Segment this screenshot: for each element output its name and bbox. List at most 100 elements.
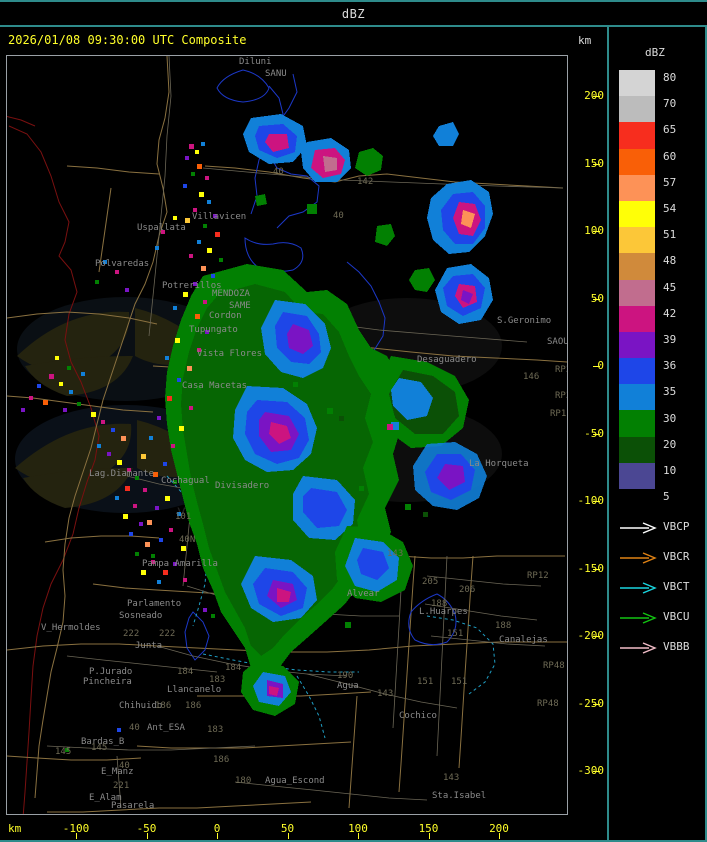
colorbar-band-30[interactable] xyxy=(619,410,655,437)
place-name-label: S.Geronimo xyxy=(497,316,551,326)
y-axis-tick-label: 200 xyxy=(584,89,604,102)
international-border xyxy=(7,115,100,814)
place-name-label: Cochico xyxy=(399,711,437,721)
x-axis-tick-label: 50 xyxy=(280,822,295,835)
x-axis-units-label: km xyxy=(8,822,22,835)
place-name-label: Desaguadero xyxy=(417,355,477,365)
y-axis-tick-mark xyxy=(593,636,600,637)
place-name-label: SANU xyxy=(265,69,287,79)
x-axis-tick-label: 100 xyxy=(348,822,368,835)
route-number-label: 186 xyxy=(185,701,201,711)
y-axis-tick-mark xyxy=(593,366,600,367)
x-axis-tick-mark xyxy=(76,833,77,839)
y-axis-tick-label: -300 xyxy=(577,764,605,777)
place-name-label: Vista Flores xyxy=(197,349,262,359)
colorbar-label-45: 45 xyxy=(663,280,677,294)
x-axis-tick-label: -50 xyxy=(136,822,157,835)
colorbar-band-48[interactable] xyxy=(619,253,655,280)
radar-legend-row-vbct[interactable]: VBCT xyxy=(619,575,705,601)
place-name-label: Bardas_B xyxy=(81,737,124,747)
radar-legend-row-vbcu[interactable]: VBCU xyxy=(619,605,705,631)
colorbar-band-45[interactable] xyxy=(619,279,655,306)
y-axis-tick-label: -200 xyxy=(577,629,605,642)
place-name-label: SAOU xyxy=(547,337,568,347)
route-number-label: 188 xyxy=(431,599,447,609)
dbz-colorbar[interactable] xyxy=(619,70,655,489)
place-name-layer: Diluni SANU Uspallata Villavicen Polvaredas P… xyxy=(41,57,568,811)
route-number-label: 145 xyxy=(91,743,107,753)
arrow-icon xyxy=(620,522,657,534)
radar-map-panel[interactable]: DACC DACC Dirección de Agricultura y Con… xyxy=(6,55,568,815)
x-axis-tick-label: 0 xyxy=(213,822,221,835)
colorbar-band-70[interactable] xyxy=(619,96,655,123)
colorbar-band-54[interactable] xyxy=(619,200,655,228)
place-name-label: Tupungato xyxy=(189,325,238,335)
route-number-label: 151 xyxy=(451,677,467,687)
colorbar-label-35: 35 xyxy=(663,385,677,399)
route-number-label: 40 xyxy=(333,211,344,221)
y-axis-tick-label: 150 xyxy=(584,156,604,170)
colorbar-band-51[interactable] xyxy=(619,227,655,254)
place-name-label: Cordon xyxy=(209,311,242,321)
colorbar-label-80: 80 xyxy=(663,71,677,84)
colorbar-label-42: 42 xyxy=(663,306,677,320)
arrow-icon xyxy=(620,642,657,654)
timestamp-label: 2026/01/08 09:30:00 UTC Composite xyxy=(8,33,247,47)
colorbar-label-30: 30 xyxy=(663,411,677,425)
route-number-label: 221 xyxy=(113,781,129,791)
place-name-label: L.Huarpes xyxy=(419,607,468,617)
place-name-label: SAME xyxy=(229,301,251,311)
colorbar-band-20[interactable] xyxy=(619,436,655,463)
y-axis-units-label: km xyxy=(578,34,592,47)
route-number-label: 146 xyxy=(523,372,539,382)
colorbar-band-65[interactable] xyxy=(619,122,655,149)
radar-legend-row-vbcr[interactable]: VBCR xyxy=(619,545,705,571)
colorbar-band-35[interactable] xyxy=(619,384,655,411)
arrow-icon xyxy=(620,612,657,624)
radar-legend-label: VBCU xyxy=(663,610,690,623)
place-name-label: V_Hermoldes xyxy=(41,623,101,633)
y-axis-tick-mark xyxy=(593,568,600,570)
route-number-label: 205 xyxy=(422,577,438,587)
colorbar-band-36[interactable] xyxy=(619,358,655,385)
radar-legend-label: VBBB xyxy=(663,640,690,653)
route-number-label: 143 xyxy=(443,773,459,783)
place-name-label: Chihuido xyxy=(119,701,162,711)
colorbar-label-5: 5 xyxy=(663,490,670,504)
legend-title: dBZ xyxy=(645,46,665,59)
place-name-label: Ant_ESA xyxy=(147,723,186,733)
route-number-label: 143 xyxy=(377,689,393,699)
colorbar-label-39: 39 xyxy=(663,333,677,346)
colorbar-band-39[interactable] xyxy=(619,331,655,359)
colorbar-band-57[interactable] xyxy=(619,174,655,201)
colorbar-label-60: 60 xyxy=(663,149,677,163)
colorbar-band-80[interactable] xyxy=(619,70,655,97)
x-axis-tick-mark xyxy=(217,833,218,839)
route-number-label: 142 xyxy=(357,177,373,187)
colorbar-band-42[interactable] xyxy=(619,305,655,332)
place-name-label: La Horqueta xyxy=(469,459,529,469)
y-axis-tick-mark xyxy=(593,96,600,97)
colorbar-band-10[interactable] xyxy=(619,462,655,489)
route-number-label: 222 xyxy=(123,629,139,639)
route-number-label: 186 xyxy=(155,701,171,711)
colorbar-band-60[interactable] xyxy=(619,148,655,175)
colorbar-label-51: 51 xyxy=(663,228,677,242)
echo-cells-cordillera xyxy=(21,142,223,584)
colorbar-label-57: 57 xyxy=(663,175,677,189)
place-name-label: Alvear xyxy=(347,589,380,599)
radar-map-canvas[interactable]: DACC DACC Dirección de Agricultura y Con… xyxy=(7,56,567,814)
x-axis-tick-label: -100 xyxy=(62,822,90,835)
y-axis-tick-label: -150 xyxy=(577,561,605,575)
panel-divider-left xyxy=(607,27,609,842)
radar-legend-row-vbcp[interactable]: VBCP xyxy=(619,515,705,541)
route-number-label: 186 xyxy=(213,755,229,765)
route-number-label: 151 xyxy=(447,629,463,639)
route-number-label: RP48 xyxy=(537,699,559,709)
arrow-icon xyxy=(620,582,657,594)
route-number-label: 40 xyxy=(129,723,140,733)
route-number-label: 184 xyxy=(225,663,241,673)
place-name-label: Casa Macetas xyxy=(182,381,247,391)
radar-legend-row-vbbb[interactable]: VBBB xyxy=(619,635,705,661)
